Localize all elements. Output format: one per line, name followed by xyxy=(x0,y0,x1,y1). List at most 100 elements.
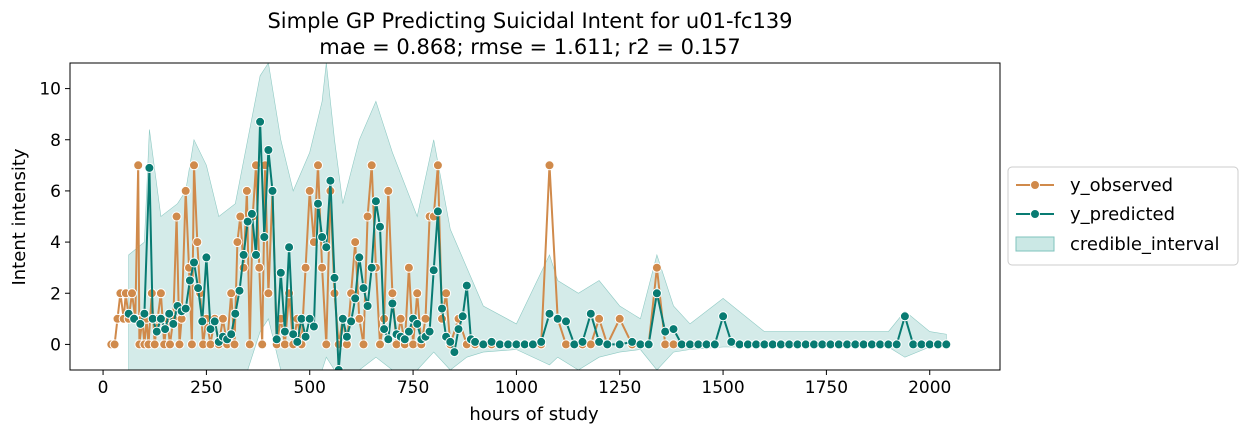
predicted-point xyxy=(858,339,869,350)
observed-point xyxy=(358,339,369,350)
predicted-point xyxy=(184,275,195,286)
observed-point xyxy=(244,339,255,350)
observed-point xyxy=(313,160,323,171)
predicted-point xyxy=(552,313,563,324)
predicted-point xyxy=(693,339,704,350)
observed-point xyxy=(651,262,662,273)
predicted-point xyxy=(267,185,278,196)
observed-point xyxy=(366,160,377,171)
predicted-point xyxy=(685,339,695,350)
predicted-point xyxy=(201,252,212,263)
predicted-point xyxy=(205,324,216,335)
predicted-point xyxy=(494,339,505,350)
chart-title: Simple GP Predicting Suicidal Intent for… xyxy=(267,9,792,33)
predicted-point xyxy=(891,339,902,350)
x-tick-label: 500 xyxy=(294,378,326,398)
observed-point xyxy=(186,339,197,350)
predicted-point xyxy=(300,331,311,342)
predicted-point xyxy=(751,339,762,350)
observed-point xyxy=(205,339,216,350)
predicted-point xyxy=(255,116,266,127)
predicted-point xyxy=(259,232,270,242)
predicted-point xyxy=(437,303,447,314)
predicted-point xyxy=(668,324,679,335)
observed-point xyxy=(432,160,443,171)
predicted-point xyxy=(759,339,770,350)
observed-point xyxy=(441,288,452,299)
predicted-point xyxy=(643,339,654,350)
predicted-point xyxy=(362,301,373,311)
legend-observed-marker xyxy=(1030,180,1040,190)
observed-point xyxy=(127,288,137,299)
observed-point xyxy=(229,339,240,350)
x-tick-label: 750 xyxy=(397,378,429,398)
predicted-point xyxy=(325,175,336,186)
predicted-point xyxy=(676,339,687,350)
observed-point xyxy=(594,313,605,324)
predicted-point xyxy=(544,308,555,319)
predicted-point xyxy=(899,311,910,322)
predicted-point xyxy=(734,339,745,350)
observed-point xyxy=(420,313,431,324)
observed-point xyxy=(395,313,406,324)
plot-frame xyxy=(69,62,1001,371)
predicted-point xyxy=(329,272,340,283)
predicted-point xyxy=(461,280,472,291)
predicted-point xyxy=(709,339,720,350)
predicted-point xyxy=(168,318,179,329)
predicted-point xyxy=(333,365,344,370)
predicted-point xyxy=(511,339,522,350)
predicted-point xyxy=(742,339,753,350)
observed-point xyxy=(350,237,361,248)
observed-point xyxy=(279,339,290,350)
observed-point xyxy=(300,262,311,273)
predicted-point xyxy=(189,257,199,268)
predicted-point xyxy=(800,339,811,350)
predicted-point xyxy=(263,145,274,155)
x-tick-label: 250 xyxy=(190,378,222,398)
observed-point xyxy=(226,288,237,299)
y-tick-label: 2 xyxy=(50,284,61,304)
predicted-point xyxy=(809,339,819,350)
legend-predicted-marker xyxy=(1030,209,1040,219)
predicted-point xyxy=(924,339,935,350)
y-axis: 0 2 4 6 8 10 xyxy=(39,80,70,355)
x-axis-label: hours of study xyxy=(469,404,599,425)
predicted-point xyxy=(251,249,261,260)
predicted-point xyxy=(160,324,171,335)
predicted-point xyxy=(449,347,460,358)
observed-point xyxy=(660,339,671,350)
predicted-point xyxy=(337,313,348,324)
predicted-point xyxy=(486,336,497,347)
legend-interval-label: credible_interval xyxy=(1070,234,1220,255)
predicted-point xyxy=(370,196,381,207)
observed-point xyxy=(238,262,249,273)
predicted-point xyxy=(284,242,295,253)
predicted-point xyxy=(519,339,530,350)
observed-point xyxy=(174,339,185,350)
observed-point xyxy=(109,339,120,350)
predicted-point xyxy=(561,316,571,327)
plot-area xyxy=(106,63,952,370)
predicted-point xyxy=(135,318,146,329)
observed-point xyxy=(383,185,394,196)
predicted-point xyxy=(209,316,220,327)
predicted-point xyxy=(403,326,414,337)
predicted-point xyxy=(457,311,468,322)
predicted-point xyxy=(627,336,638,347)
predicted-point xyxy=(246,208,257,219)
observed-point xyxy=(317,262,328,273)
observed-point xyxy=(375,339,385,350)
predicted-point xyxy=(308,321,319,332)
legend: y_observed y_predicted credible_interval xyxy=(1007,166,1239,266)
predicted-point xyxy=(569,339,580,350)
legend-predicted-label: y_predicted xyxy=(1070,204,1175,225)
predicted-point xyxy=(271,334,282,345)
predicted-point xyxy=(503,339,514,350)
predicted-point xyxy=(470,336,481,347)
observed-point xyxy=(149,339,160,350)
observed-point xyxy=(165,339,175,350)
y-tick-label: 0 xyxy=(50,335,61,355)
observed-point xyxy=(304,185,315,196)
predicted-point xyxy=(379,324,390,335)
